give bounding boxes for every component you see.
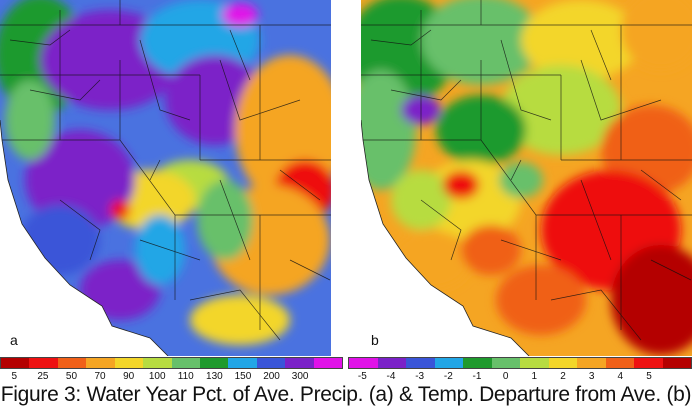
- legend-tick-label: 110: [177, 371, 194, 382]
- legend-tick-label: 130: [206, 371, 223, 382]
- legend-tick-label: 4: [617, 371, 624, 382]
- legend-swatch: [29, 358, 58, 368]
- legend-swatch: [199, 358, 229, 368]
- legend-tick-label: 300: [291, 371, 309, 382]
- legend-tick-label: -4: [386, 371, 396, 382]
- precip-legend-colorbar: [0, 357, 343, 369]
- legend-tick-label: 70: [94, 371, 106, 382]
- legend-tick-label: 200: [263, 371, 280, 382]
- legend-swatch: [491, 358, 520, 368]
- legend-swatch: [228, 358, 257, 368]
- legend-swatch: [57, 358, 87, 368]
- precip-legend-ticks: 5 25 50 70 90 100 110 130 150 200 300: [0, 371, 343, 385]
- legend-tick-label: -3: [415, 371, 425, 382]
- temperature-legend-colorbar: [348, 357, 692, 369]
- legend-tick-label: 2: [560, 371, 566, 382]
- temperature-legend-ticks: -5 -4 -3 -2 -1 0 1 2 3 4 5: [348, 371, 692, 385]
- legend-swatch: [86, 358, 115, 368]
- panel-label-b: b: [371, 332, 379, 348]
- legend-swatch: [171, 358, 200, 368]
- legend-swatch: [256, 358, 286, 368]
- legend-tick-label: 0: [502, 371, 509, 382]
- legend-swatch: [434, 358, 463, 368]
- legend-swatch: [605, 358, 634, 368]
- legend-swatch: [406, 358, 435, 368]
- legend-swatch: [577, 358, 606, 368]
- legend-tick-label: -2: [443, 371, 453, 382]
- legend-swatch: [634, 358, 663, 368]
- temperature-map-panel: b: [361, 0, 692, 356]
- legend-tick-label: 5: [11, 371, 18, 382]
- legend-tick-label: 5: [646, 371, 652, 382]
- legend-tick-label: -5: [357, 371, 367, 382]
- precip-map-panel: a: [0, 0, 331, 356]
- legend-tick-label: 3: [588, 371, 595, 382]
- legend-tick-label: 25: [37, 371, 49, 382]
- legend-swatch: [520, 358, 549, 368]
- legend-tick-label: 90: [123, 371, 135, 382]
- legend-swatch: [349, 358, 378, 368]
- legend-swatch: [285, 358, 314, 368]
- precip-map-image: [0, 0, 331, 356]
- panel-label-a: a: [10, 332, 18, 348]
- legend-tick-label: 1: [531, 371, 538, 382]
- legend-tick-label: -1: [472, 371, 482, 382]
- legend-swatch: [114, 358, 144, 368]
- temperature-map-image: [361, 0, 692, 356]
- legend-swatch: [548, 358, 577, 368]
- legend-tick-label: 100: [148, 371, 166, 382]
- legend-tick-label: 150: [234, 371, 252, 382]
- legend-swatch: [662, 358, 691, 368]
- legend-swatch: [463, 358, 492, 368]
- figure-caption: Figure 3: Water Year Pct. of Ave. Precip…: [0, 383, 692, 406]
- legend-swatch: [313, 358, 343, 368]
- legend-swatch: [143, 358, 172, 368]
- legend-tick-label: 50: [65, 371, 78, 382]
- legend-swatch: [1, 358, 30, 368]
- legend-swatch: [377, 358, 406, 368]
